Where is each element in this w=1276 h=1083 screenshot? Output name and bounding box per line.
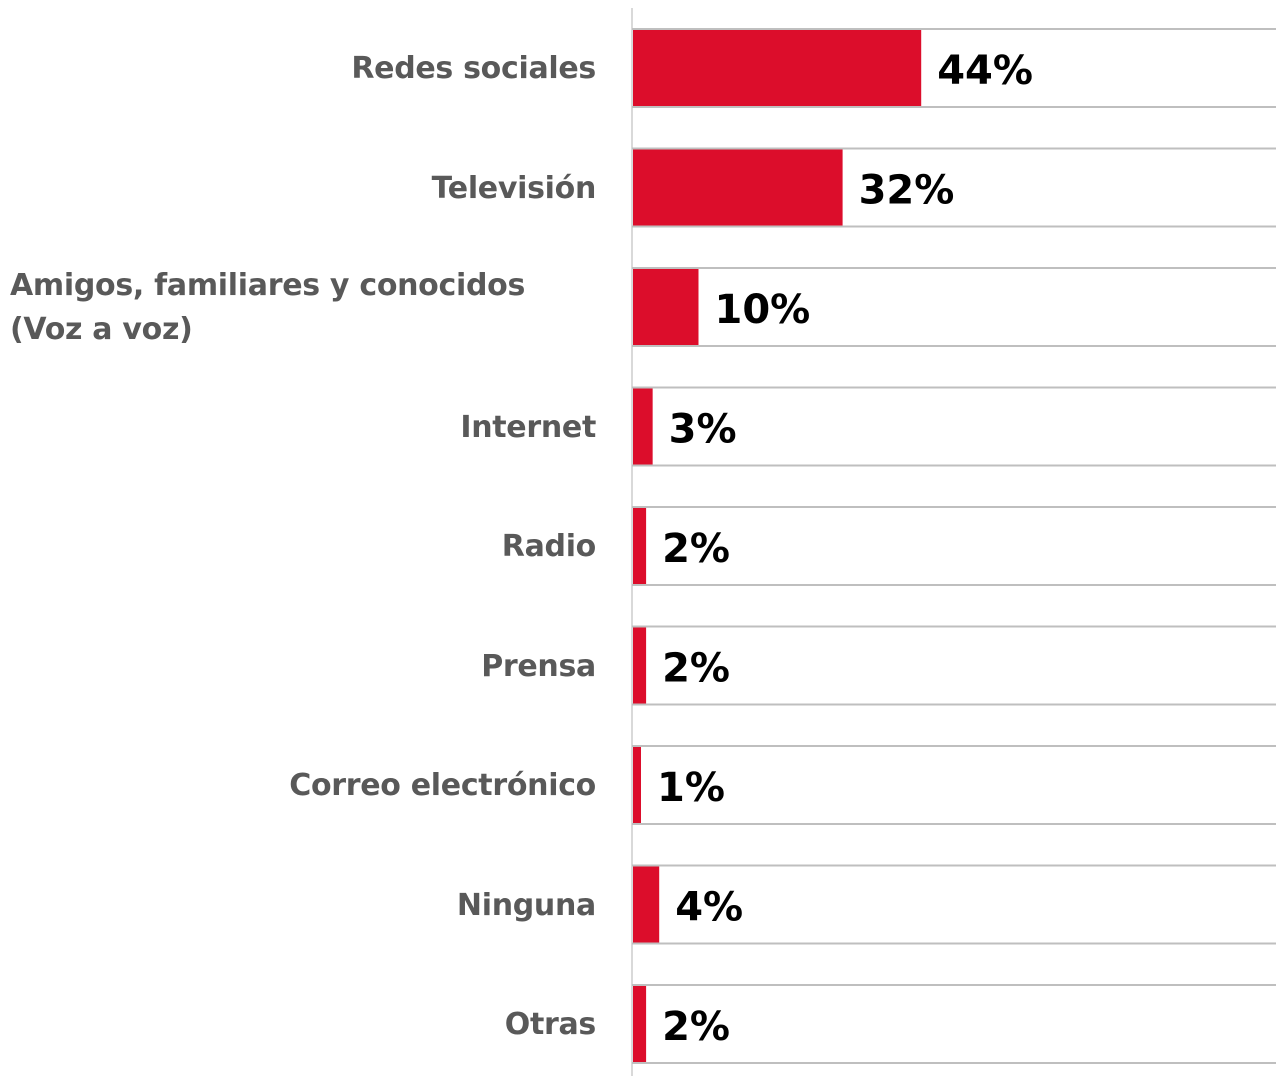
- value-label: 32%: [859, 168, 955, 214]
- value-label: 2%: [662, 1004, 730, 1050]
- value-label: 4%: [675, 885, 743, 931]
- value-label: 2%: [662, 526, 730, 572]
- bar: [633, 508, 647, 584]
- bar: [633, 269, 699, 345]
- category-label: Radio: [501, 529, 597, 564]
- value-label: 1%: [657, 765, 725, 811]
- bar: [633, 986, 647, 1062]
- category-label: Redes sociales: [351, 51, 596, 86]
- category-label: Correo electrónico: [289, 768, 596, 803]
- bar: [633, 627, 647, 704]
- category-label: Otras: [504, 1007, 597, 1042]
- category-label: Amigos, familiares y conocidos (Voz a vo…: [10, 268, 526, 347]
- category-label: Prensa: [481, 648, 596, 684]
- value-label: 44%: [937, 48, 1033, 94]
- category-label: Televisión: [431, 170, 597, 206]
- value-label: 2%: [662, 646, 730, 692]
- value-label: 10%: [715, 287, 811, 333]
- bar: [633, 149, 843, 226]
- category-label: Internet: [460, 409, 596, 445]
- bar: [633, 388, 653, 465]
- bar: [633, 30, 922, 106]
- bar: [633, 866, 660, 943]
- category-label: Ninguna: [456, 887, 596, 923]
- value-label: 3%: [669, 407, 737, 453]
- bar: [633, 747, 641, 823]
